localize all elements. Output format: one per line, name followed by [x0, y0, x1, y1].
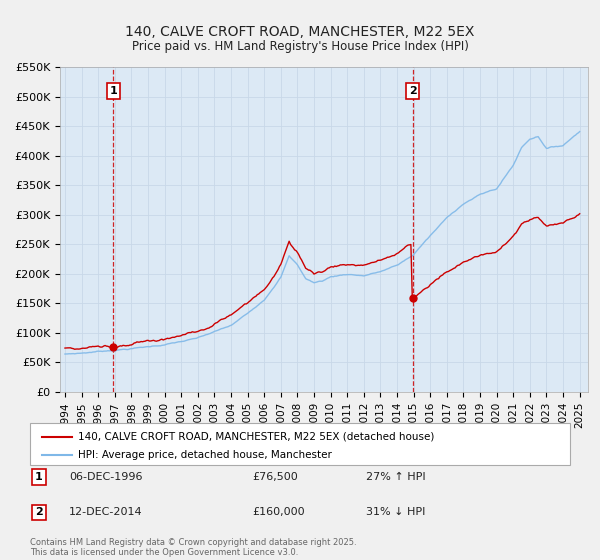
Text: £160,000: £160,000: [252, 507, 305, 517]
Text: 31% ↓ HPI: 31% ↓ HPI: [366, 507, 425, 517]
Text: 140, CALVE CROFT ROAD, MANCHESTER, M22 5EX (detached house): 140, CALVE CROFT ROAD, MANCHESTER, M22 5…: [78, 432, 434, 442]
Text: Price paid vs. HM Land Registry's House Price Index (HPI): Price paid vs. HM Land Registry's House …: [131, 40, 469, 53]
Text: 2: 2: [35, 507, 43, 517]
Text: 140, CALVE CROFT ROAD, MANCHESTER, M22 5EX: 140, CALVE CROFT ROAD, MANCHESTER, M22 5…: [125, 25, 475, 39]
Text: 06-DEC-1996: 06-DEC-1996: [69, 472, 143, 482]
Text: 1: 1: [35, 472, 43, 482]
Text: HPI: Average price, detached house, Manchester: HPI: Average price, detached house, Manc…: [78, 450, 332, 460]
Text: £76,500: £76,500: [252, 472, 298, 482]
Text: 2: 2: [409, 86, 417, 96]
Text: 27% ↑ HPI: 27% ↑ HPI: [366, 472, 425, 482]
Text: 1: 1: [110, 86, 118, 96]
Text: 12-DEC-2014: 12-DEC-2014: [69, 507, 143, 517]
Text: Contains HM Land Registry data © Crown copyright and database right 2025.
This d: Contains HM Land Registry data © Crown c…: [30, 538, 356, 557]
